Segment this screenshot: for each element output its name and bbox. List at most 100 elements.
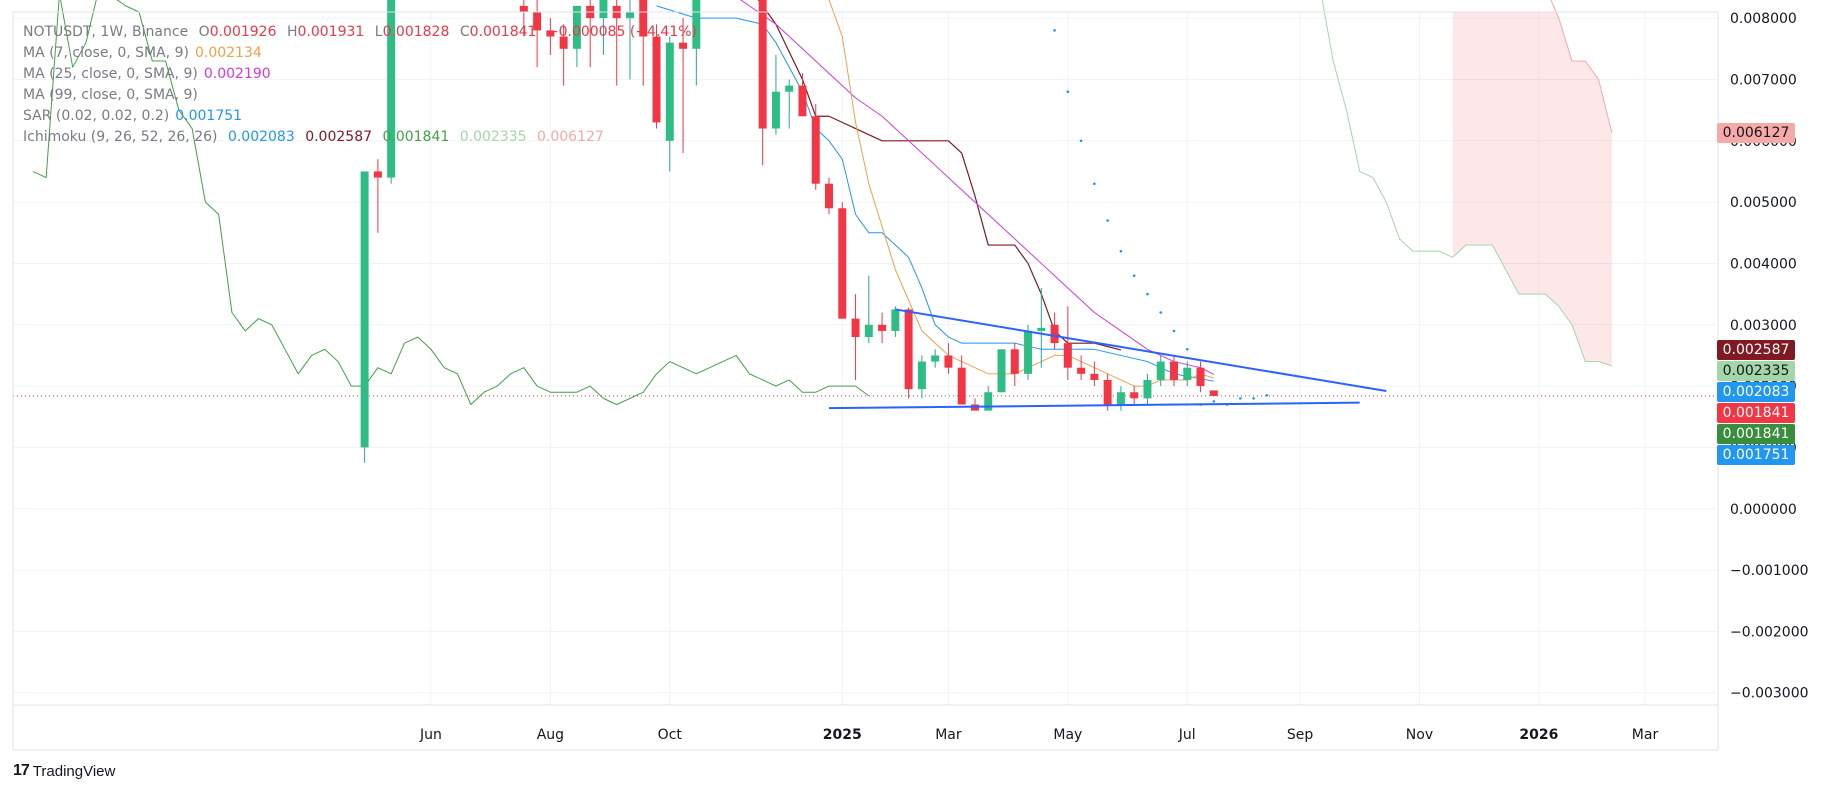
candle-body: [652, 36, 661, 123]
trendline-lower[interactable]: [829, 401, 1360, 410]
ma25-label: MA (25, close, 0, SMA, 9): [23, 66, 198, 82]
candle-body: [1037, 327, 1046, 331]
price-tag: 0.002587: [1717, 340, 1795, 361]
high-label: H: [286, 24, 298, 40]
price-tag: 0.001841: [1717, 403, 1795, 424]
x-tick-label: Sep: [1287, 727, 1314, 743]
sar-dot: [1212, 400, 1216, 403]
y-tick-label: −0.001000: [1730, 563, 1809, 579]
sar-dot: [1079, 139, 1083, 143]
trendlines[interactable]: [829, 308, 1387, 410]
candle-body: [1156, 361, 1165, 380]
sar-dot: [1053, 29, 1056, 32]
candle-body: [891, 309, 900, 331]
legend-sar-row[interactable]: SAR (0.02, 0.02, 0.2) 0.001751: [23, 106, 697, 127]
ma7-value: 0.002134: [194, 45, 262, 61]
candle-body: [957, 367, 966, 405]
candle-body: [1024, 330, 1033, 374]
ma7-label: MA (7, close, 0, SMA, 9): [23, 45, 189, 61]
x-tick-label: May: [1053, 727, 1082, 743]
candle-body: [1090, 373, 1099, 380]
tradingview-branding[interactable]: 17 TradingView: [13, 762, 115, 780]
ichimoku-base-line: [757, 0, 1122, 351]
candle-body: [758, 0, 767, 129]
y-tick-label: −0.002000: [1730, 624, 1809, 640]
sar-dot: [1252, 397, 1255, 400]
indicator-lines: [13, 0, 1718, 405]
price-tag: 0.001841: [1717, 424, 1795, 445]
candle-body: [373, 171, 382, 178]
ichimoku-lead2-line: [1550, 0, 1613, 133]
ma99-label: MA (99, close, 0, SMA, 9): [23, 87, 198, 103]
candle-body: [771, 91, 780, 129]
ichimoku-conversion-value: 0.002083: [227, 129, 295, 145]
ichimoku-lead1-value: 0.002335: [459, 129, 527, 145]
ichimoku-lead1-line: [1321, 0, 1613, 367]
candle-body: [785, 85, 794, 92]
tradingview-logo-icon: 17: [13, 762, 30, 779]
trendline-upper[interactable]: [895, 308, 1387, 392]
price-tag: 0.001751: [1717, 445, 1795, 466]
legend-ma99-row[interactable]: MA (99, close, 0, SMA, 9): [23, 85, 697, 106]
sar-dot: [1265, 393, 1269, 397]
legend-ma7-row[interactable]: MA (7, close, 0, SMA, 9) 0.002134: [23, 43, 697, 64]
candle-body: [1196, 367, 1205, 387]
ichimoku-lagging-line: [32, 0, 870, 405]
y-tick-label: 0.003000: [1730, 318, 1797, 334]
candle-body: [997, 349, 1006, 393]
close-label: C: [459, 24, 470, 40]
candle-body: [851, 318, 860, 338]
candle-body: [1103, 379, 1112, 405]
candle-body: [559, 36, 568, 49]
candle-body: [1143, 379, 1152, 399]
ichimoku-label: Ichimoku (9, 26, 52, 26, 26): [23, 129, 218, 145]
candle-body: [626, 12, 634, 19]
candle-body: [1209, 390, 1218, 396]
candle-body: [1050, 324, 1059, 344]
open-label: O: [198, 24, 210, 40]
legend-symbol-row: NOTUSDT, 1W, Binance O0.001926 H0.001931…: [23, 22, 697, 43]
low-label: L: [374, 24, 383, 40]
legend-ichimoku-row[interactable]: Ichimoku (9, 26, 52, 26, 26) 0.002083 0.…: [23, 127, 697, 148]
candle-body: [639, 0, 648, 37]
y-tick-label: 0.005000: [1730, 195, 1797, 211]
high-value: 0.001931: [297, 24, 365, 40]
price-tag: 0.002083: [1717, 382, 1795, 403]
y-tick-label: 0.007000: [1730, 72, 1797, 88]
x-tick-label: Mar: [1632, 727, 1659, 743]
candle-body: [360, 171, 369, 448]
ichimoku-base-value: 0.002587: [305, 129, 373, 145]
sar-dot: [1106, 219, 1109, 222]
sar-dot: [1146, 292, 1149, 296]
candle-body: [1077, 367, 1086, 374]
candle-body: [387, 0, 396, 178]
legend-ma25-row[interactable]: MA (25, close, 0, SMA, 9) 0.002190: [23, 64, 697, 85]
candle-body: [944, 355, 953, 368]
candle-body: [519, 5, 528, 12]
candle-body: [878, 324, 887, 331]
candle-body: [825, 183, 833, 209]
candle-body: [1063, 343, 1072, 368]
candle-body: [533, 12, 542, 31]
x-tick-label: Aug: [537, 727, 564, 743]
sar-dot: [1185, 348, 1189, 351]
y-tick-label: 0.000000: [1730, 502, 1797, 518]
ichimoku-cloud: [1452, 12, 1612, 366]
price-tag: 0.006127: [1717, 122, 1795, 143]
candle-body: [1183, 367, 1192, 380]
x-tick-label: Jul: [1178, 727, 1196, 743]
candle-body: [931, 355, 940, 362]
x-tick-label: Oct: [658, 727, 683, 743]
candle-body: [1130, 392, 1139, 399]
candle-body: [692, 0, 701, 49]
candle-body: [904, 309, 913, 390]
symbol-label: NOTUSDT, 1W, Binance: [23, 24, 189, 40]
low-value: 0.001828: [382, 24, 450, 40]
ma25-line: [740, 0, 1215, 375]
candle-body: [1010, 349, 1019, 374]
chart-legend: NOTUSDT, 1W, Binance O0.001926 H0.001931…: [23, 22, 697, 148]
sar-dot: [1093, 182, 1096, 186]
ichimoku-lagging-value: 0.001841: [382, 129, 450, 145]
ichimoku-lead2-value: 0.006127: [537, 129, 604, 145]
